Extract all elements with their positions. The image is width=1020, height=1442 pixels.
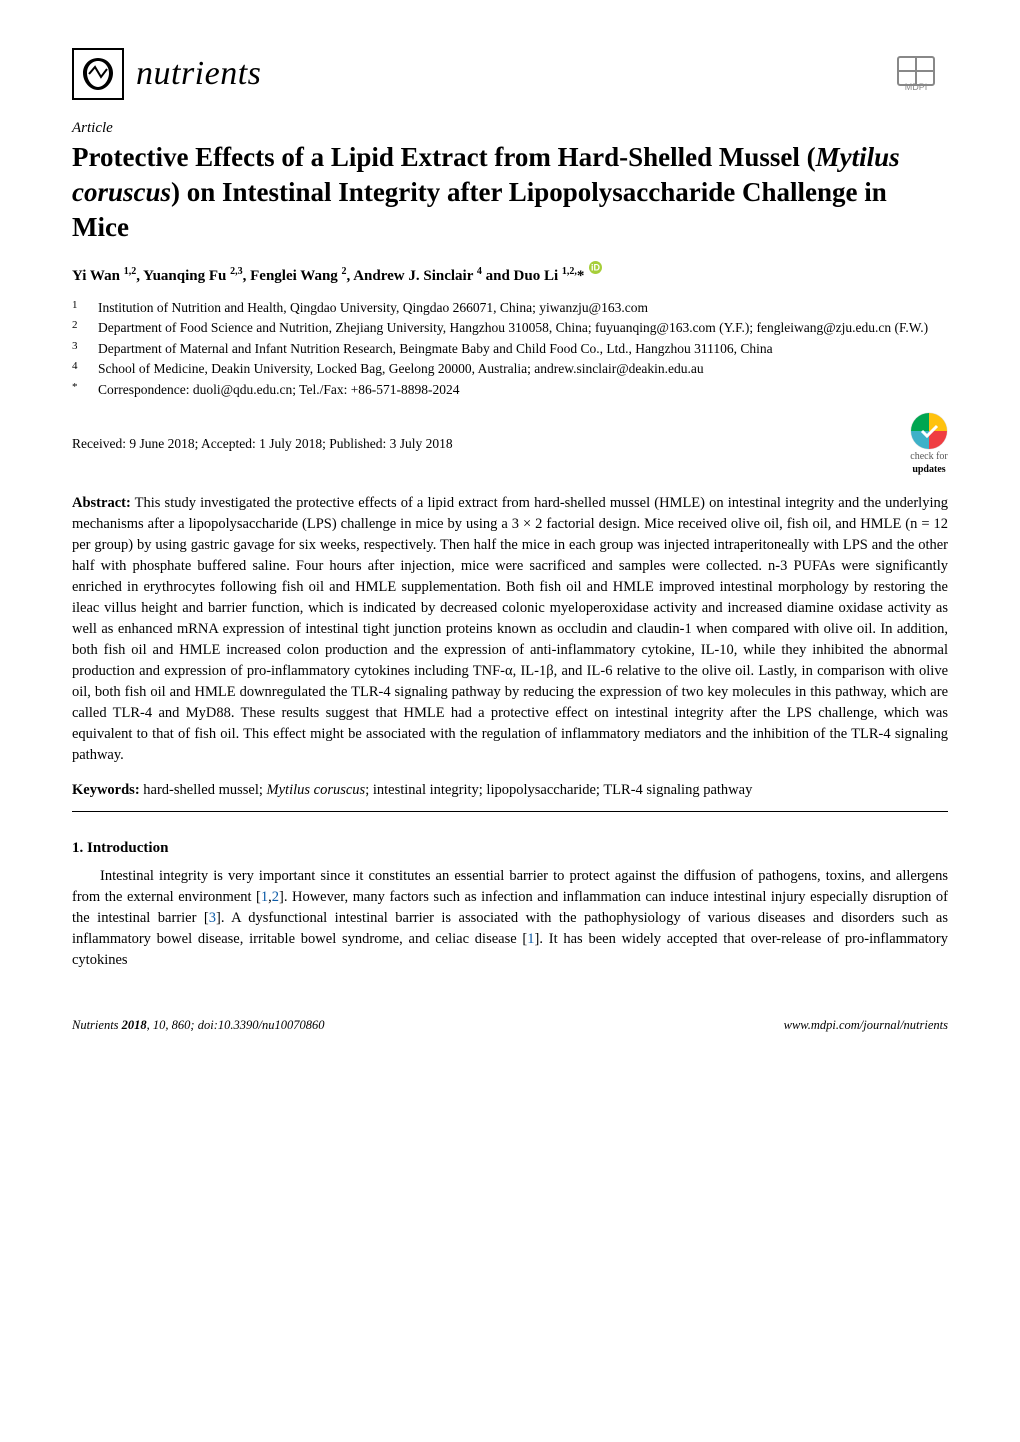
check-for-updates-badge[interactable]: check for updates [910, 412, 948, 477]
journal-brand: nutrients [72, 48, 261, 100]
check-updates-line1: check for [910, 450, 947, 464]
aff-text: Department of Food Science and Nutrition… [98, 318, 948, 338]
title-text: Protective Effects of a Lipid Extract fr… [72, 142, 900, 242]
corr-mark: * [72, 380, 98, 400]
check-updates-line2: updates [912, 463, 945, 477]
correspondence-row: * Correspondence: duoli@qdu.edu.cn; Tel.… [72, 380, 948, 400]
keywords-block: Keywords: hard-shelled mussel; Mytilus c… [72, 780, 948, 801]
footer-page: 860 [172, 1018, 191, 1032]
header-row: nutrients MDPI [72, 48, 948, 100]
aff-text: Department of Maternal and Infant Nutrit… [98, 339, 948, 359]
aff-text: Institution of Nutrition and Health, Qin… [98, 298, 948, 318]
ref-link[interactable]: 3 [209, 910, 216, 926]
footer-url[interactable]: www.mdpi.com/journal/nutrients [784, 1017, 948, 1034]
abstract-block: Abstract: This study investigated the pr… [72, 493, 948, 766]
aff-num: 1 [72, 298, 98, 318]
section-heading-intro: 1. Introduction [72, 838, 948, 858]
mdpi-logo-icon: MDPI [884, 48, 948, 94]
aff-num: 3 [72, 339, 98, 359]
journal-name: nutrients [136, 51, 261, 97]
corr-text: Correspondence: duoli@qdu.edu.cn; Tel./F… [98, 380, 948, 400]
affiliations: 1 Institution of Nutrition and Health, Q… [72, 298, 948, 400]
keywords-label: Keywords: [72, 782, 140, 798]
affiliation-row: 4 School of Medicine, Deakin University,… [72, 359, 948, 379]
aff-text: School of Medicine, Deakin University, L… [98, 359, 948, 379]
affiliation-row: 2 Department of Food Science and Nutriti… [72, 318, 948, 338]
abstract-text: This study investigated the protective e… [72, 495, 948, 763]
footer-journal: Nutrients [72, 1018, 119, 1032]
ref-link[interactable]: 1 [527, 931, 534, 947]
divider [72, 811, 948, 812]
author: Yi Wan 1,2, Yuanqing Fu 2,3, Fenglei Wan… [72, 268, 584, 284]
crossmark-icon [910, 412, 948, 450]
aff-num: 2 [72, 318, 98, 338]
footer-doi: doi:10.3390/nu10070860 [198, 1018, 325, 1032]
authors-line: Yi Wan 1,2, Yuanqing Fu 2,3, Fenglei Wan… [72, 260, 948, 286]
nutrients-logo-icon [72, 48, 124, 100]
abstract-label: Abstract: [72, 495, 131, 511]
orcid-icon: iD [589, 260, 602, 273]
intro-paragraph: Intestinal integrity is very important s… [72, 866, 948, 971]
keywords-text: hard-shelled mussel; Mytilus coruscus; i… [140, 782, 753, 798]
footer-vol: 10 [153, 1018, 166, 1032]
article-type: Article [72, 118, 948, 138]
publisher-text: MDPI [905, 82, 928, 91]
svg-text:iD: iD [591, 262, 601, 272]
affiliation-row: 1 Institution of Nutrition and Health, Q… [72, 298, 948, 318]
dates-text: Received: 9 June 2018; Accepted: 1 July … [72, 435, 453, 453]
aff-num: 4 [72, 359, 98, 379]
page-footer: Nutrients 2018, 10, 860; doi:10.3390/nu1… [72, 1017, 948, 1034]
footer-year: 2018 [122, 1018, 147, 1032]
footer-citation: Nutrients 2018, 10, 860; doi:10.3390/nu1… [72, 1017, 324, 1034]
ref-link[interactable]: 1 [261, 889, 268, 905]
footer-url-text: www.mdpi.com/journal/nutrients [784, 1018, 948, 1032]
ref-link[interactable]: 2 [272, 889, 279, 905]
affiliation-row: 3 Department of Maternal and Infant Nutr… [72, 339, 948, 359]
dates-row: Received: 9 June 2018; Accepted: 1 July … [72, 412, 948, 477]
article-title: Protective Effects of a Lipid Extract fr… [72, 140, 948, 245]
